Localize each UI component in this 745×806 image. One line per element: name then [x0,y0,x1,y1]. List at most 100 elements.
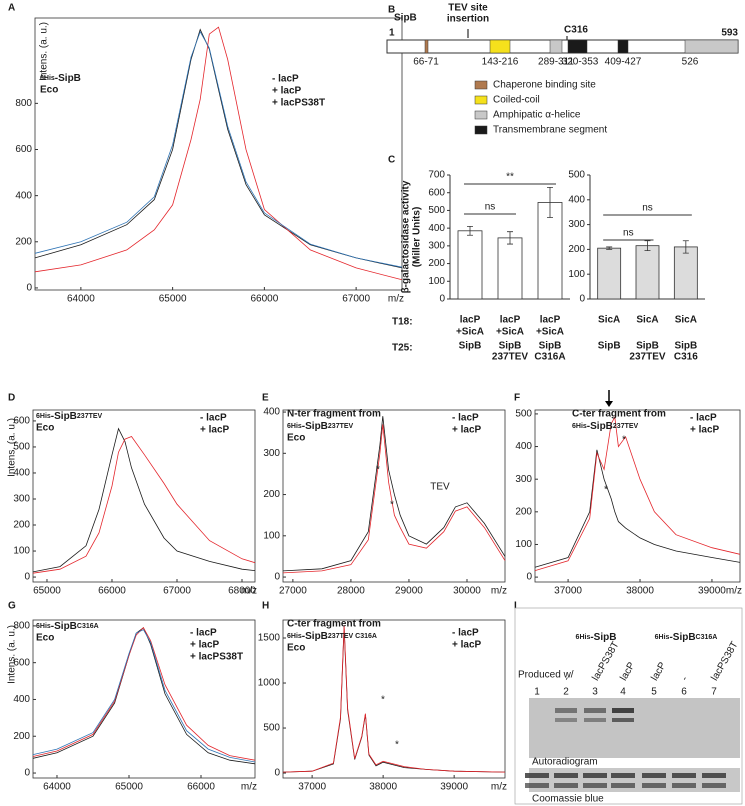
legend-entry: + lacPS38T [272,98,325,109]
x-tick-label: 66000 [250,294,278,305]
legend-entry: Chaperone binding site [493,80,596,91]
t18-label: lacP [460,315,481,326]
protein-name: SipB [394,13,417,24]
x-tick-label: 65000 [33,586,61,597]
y-tick-label: 100 [428,276,445,287]
text-part: -SipB [51,411,77,422]
spectrum-line [34,30,403,268]
x-tick-label: 65000 [115,782,143,793]
y-tick-label: 100 [263,530,280,541]
band [642,783,666,788]
y-tick-label: 400 [15,190,32,201]
legend-entry: + lacP [200,425,230,436]
x-tick-label: 67000 [342,294,370,305]
y-tick-label: 200 [515,506,532,517]
coomassie [529,768,740,792]
construct-title: 6His-SipB237TEV [287,421,354,432]
legend-entry: + lacP [452,640,482,651]
y-tick-label: 200 [263,489,280,500]
spectrum-line [34,26,403,281]
x-axis-label: m/z [241,782,257,793]
error-bar [682,240,689,254]
legend-entry: + lacP [272,86,302,97]
spectrum-line [282,424,506,574]
panel-letter: G [8,601,16,612]
spectrum-line [32,627,256,761]
y-tick-label: 0 [26,283,32,294]
bar [497,237,523,300]
text-part: 6His [40,75,55,82]
legend-entry: + lacPS38T [190,652,243,663]
domain [684,39,739,54]
band [642,773,666,778]
t25-label: SipB [636,341,659,352]
legend-entry: - lacP [272,74,299,85]
y-tick-label: 200 [428,258,445,269]
y-tick-label: 0 [526,572,532,583]
band [672,783,696,788]
region-label: 320-353 [562,57,599,68]
region-label: 526 [682,57,699,68]
y-tick-label: 0 [24,768,30,779]
legend-swatch [474,110,488,120]
annotation: * [390,500,394,511]
text-part: 6His [655,634,670,641]
y-axis-label: β-galactosidase activity [401,180,412,293]
band [583,783,607,788]
t25-label: SipB [539,341,562,352]
group-label: 6His-SipB [576,632,617,643]
y-axis-label: Intens. (a. u.) [7,418,18,477]
band [555,718,577,722]
error-bar [644,240,651,252]
x-axis-label: m/z [726,586,742,597]
band [611,783,635,788]
text-part: C316A [696,634,718,641]
row-label: T18: [392,317,413,328]
y-tick-label: 500 [568,170,585,181]
t25-label: C316 [674,352,698,363]
domain [567,39,588,54]
panel-letter: F [514,393,520,404]
legend-swatch [474,80,488,90]
y-tick-label: 100 [13,546,30,557]
band [583,773,607,778]
y-axis-label: Intens. (a. u.) [39,22,50,81]
domain [424,39,429,54]
y-tick-label: 600 [15,144,32,155]
y-tick-label: 200 [13,731,30,742]
bar [457,230,483,300]
text-part: -SipB [51,621,77,632]
text-part: 237TEV [77,413,103,420]
y-tick-label: 200 [13,520,30,531]
y-tick-label: 100 [515,539,532,550]
y-tick-label: 800 [15,98,32,109]
panel-letter: D [8,393,15,404]
y-tick-label: 0 [579,294,585,305]
spectrum-line [282,625,506,773]
text-part: 6His [572,423,587,430]
panel-letter: B [388,5,395,16]
y-tick-label: 400 [428,223,445,234]
t25-label: SipB [499,341,522,352]
band [611,773,635,778]
legend-entry: Coiled-coil [493,95,540,106]
lane-label: - [679,674,690,682]
error-bar [606,246,613,250]
significance-label: ** [506,172,514,183]
text-part: 237TEV C316A [328,633,377,640]
x-tick-label: 39000 [440,782,468,793]
x-tick-label: 27000 [279,586,307,597]
x-axis-label: m/z [388,294,404,305]
significance-label: ns [642,203,653,214]
legend-entry: - lacP [200,413,227,424]
panel-letter: H [262,601,269,612]
y-tick-label: 800 [13,621,30,632]
y-tick-label: 600 [13,416,30,427]
t18-label: lacP [500,315,521,326]
text-part: -SipB [669,632,695,643]
error-bar [547,187,553,218]
x-tick-label: 66000 [187,782,215,793]
y-tick-label: 400 [13,694,30,705]
t25-label: SipB [459,341,482,352]
